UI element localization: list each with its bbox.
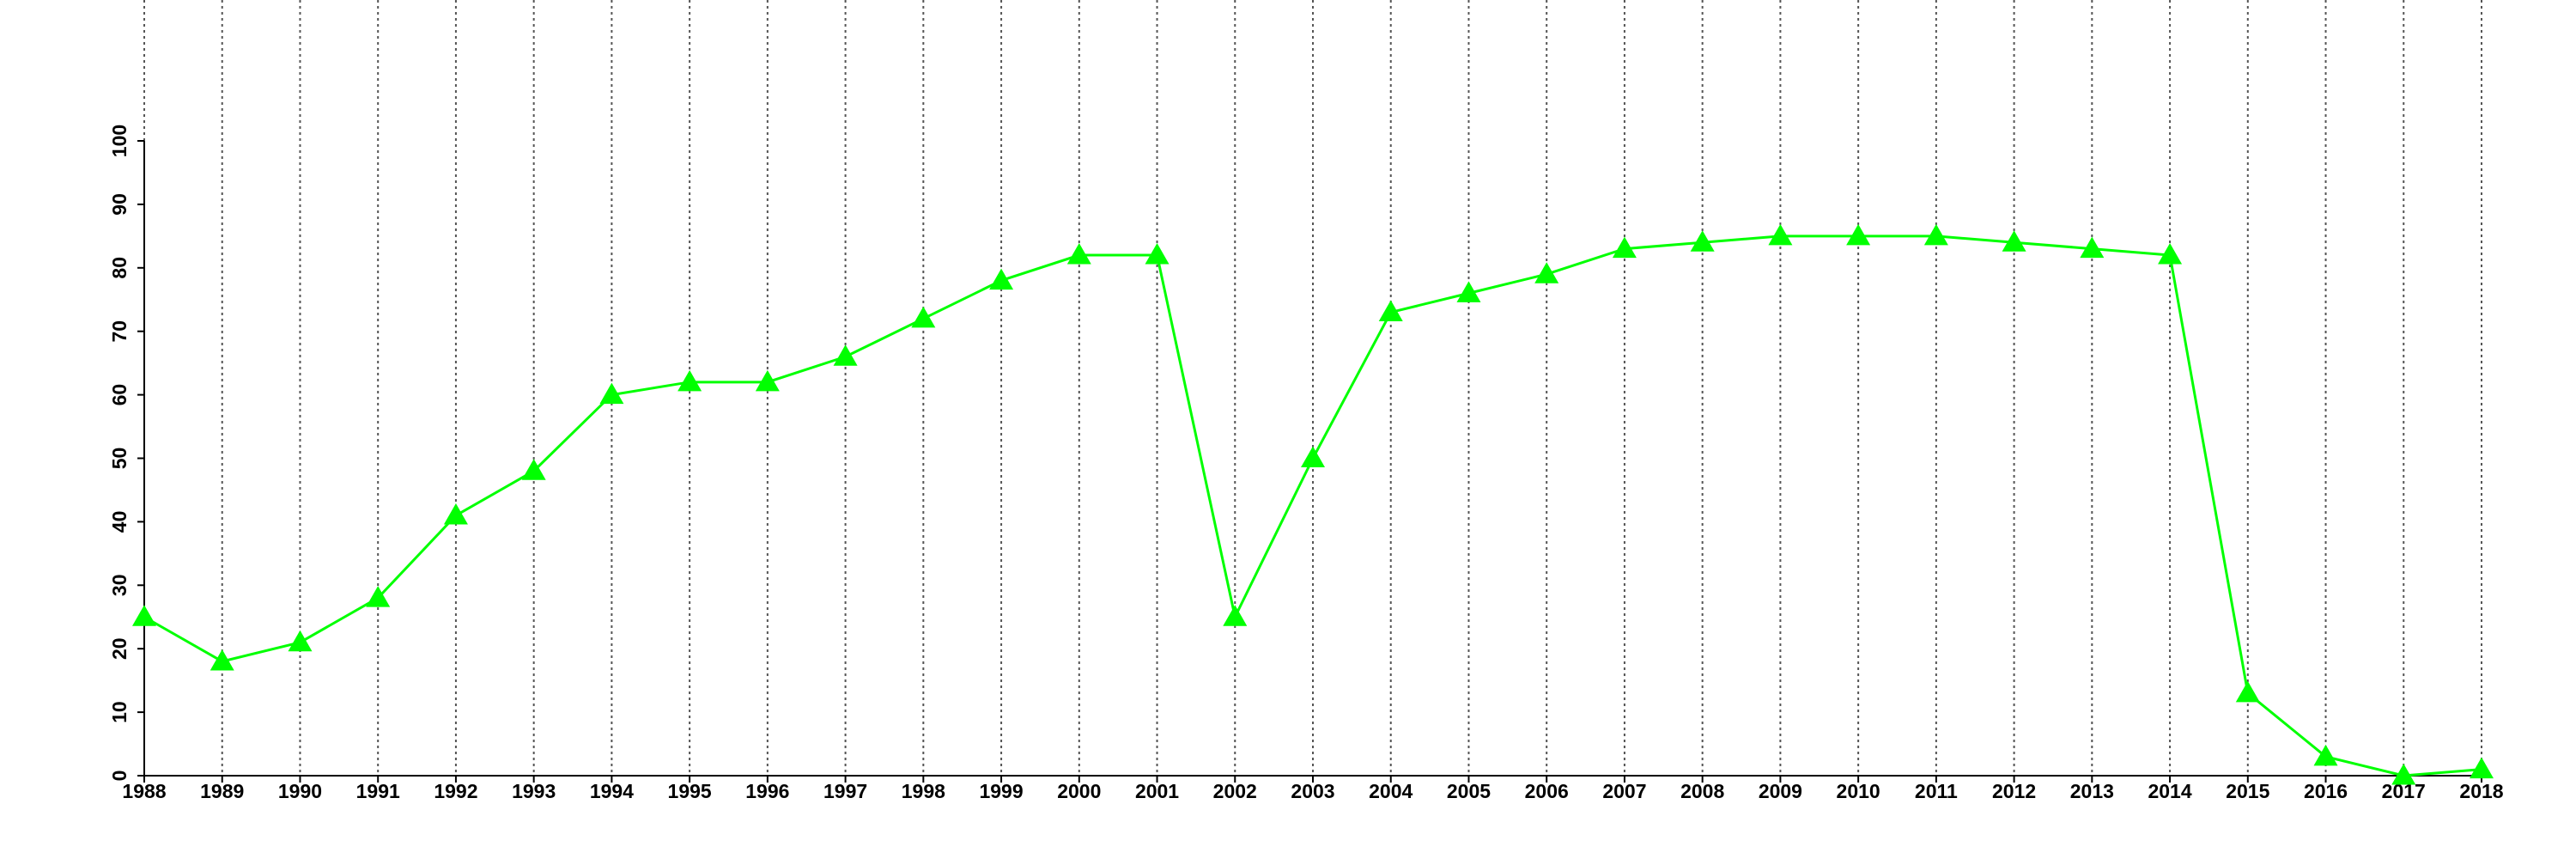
x-tick-label: 1996 — [745, 780, 789, 802]
x-tick-label: 1993 — [512, 780, 556, 802]
marker — [1846, 223, 1871, 246]
x-tick-label: 2012 — [1992, 780, 2036, 802]
x-tick-label: 1992 — [434, 780, 477, 802]
marker — [366, 586, 391, 607]
y-tick-label: 0 — [108, 771, 131, 782]
marker — [2313, 744, 2338, 766]
x-tick-label: 2014 — [2148, 780, 2191, 802]
marker — [1923, 223, 1948, 246]
marker — [2080, 236, 2105, 259]
y-tick-label: 70 — [108, 320, 131, 343]
marker — [1066, 243, 1091, 265]
marker — [1690, 230, 1715, 252]
y-tick-label: 90 — [108, 193, 131, 216]
x-tick-label: 2008 — [1680, 780, 1724, 802]
marker — [1301, 446, 1325, 467]
x-tick-label: 2013 — [2070, 780, 2114, 802]
y-tick-label: 50 — [108, 448, 131, 470]
marker — [1768, 223, 1793, 246]
marker — [833, 344, 858, 366]
y-tick-label: 80 — [108, 257, 131, 279]
x-tick-label: 1991 — [356, 780, 400, 802]
marker — [755, 369, 780, 392]
y-tick-label: 20 — [108, 637, 131, 660]
marker — [1223, 605, 1248, 626]
marker — [2470, 757, 2494, 779]
x-tick-label: 2004 — [1369, 780, 1413, 802]
marker — [521, 459, 546, 480]
marker — [677, 369, 702, 392]
marker — [2002, 230, 2026, 252]
marker — [210, 649, 234, 671]
marker — [288, 630, 313, 652]
x-tick-label: 2016 — [2304, 780, 2348, 802]
x-tick-label: 2010 — [1837, 780, 1880, 802]
x-tick-label: 2000 — [1057, 780, 1101, 802]
x-tick-label: 1997 — [823, 780, 867, 802]
x-tick-label: 2015 — [2226, 780, 2269, 802]
marker — [1456, 281, 1481, 302]
x-tick-label: 2005 — [1447, 780, 1491, 802]
x-tick-label: 1998 — [902, 780, 945, 802]
marker — [599, 382, 624, 405]
x-tick-label: 1988 — [122, 780, 166, 802]
y-tick-label: 60 — [108, 384, 131, 406]
x-tick-label: 1990 — [278, 780, 322, 802]
x-tick-label: 2009 — [1759, 780, 1802, 802]
y-tick-label: 40 — [108, 511, 131, 533]
marker — [1534, 262, 1559, 283]
marker — [1612, 236, 1637, 259]
marker — [2391, 764, 2416, 785]
x-tick-label: 1995 — [668, 780, 712, 802]
marker — [1145, 243, 1170, 265]
marker — [2235, 680, 2260, 703]
marker — [2158, 243, 2183, 265]
x-tick-label: 2003 — [1291, 780, 1334, 802]
marker — [1378, 300, 1403, 322]
y-tick-label: 10 — [108, 701, 131, 723]
x-tick-label: 2011 — [1915, 780, 1958, 802]
y-tick-label: 100 — [108, 125, 131, 157]
y-tick-label: 30 — [108, 575, 131, 597]
marker — [989, 268, 1014, 290]
x-tick-label: 2018 — [2459, 780, 2503, 802]
x-tick-label: 2006 — [1525, 780, 1569, 802]
marker — [443, 503, 468, 525]
x-tick-label: 2002 — [1213, 780, 1257, 802]
x-tick-label: 2007 — [1602, 780, 1646, 802]
x-tick-label: 2001 — [1135, 780, 1179, 802]
marker — [911, 306, 936, 328]
x-tick-label: 1994 — [590, 780, 634, 802]
marker — [132, 605, 156, 626]
x-tick-label: 1989 — [200, 780, 244, 802]
x-tick-label: 1999 — [979, 780, 1023, 802]
